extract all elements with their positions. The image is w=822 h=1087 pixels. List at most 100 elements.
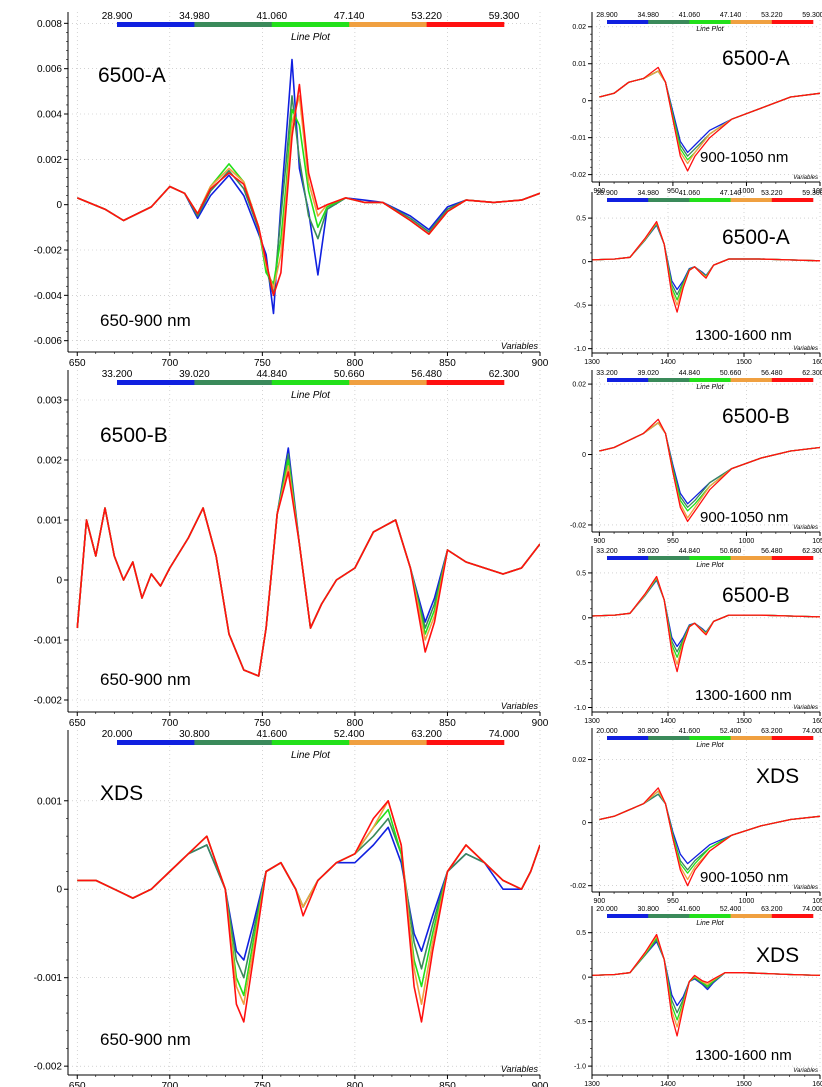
chart-panel-B-nir1: -0.02 0 0.02 900 950 1000 1050 Variables 33.200 3… <box>570 370 822 545</box>
y-tick-label: 0 <box>582 820 586 827</box>
colorbar-segment <box>648 914 690 918</box>
x-tick-label: 700 <box>161 718 178 729</box>
x-tick-label: 1300 <box>584 718 600 725</box>
colorbar-tick-label: 33.200 <box>596 370 618 377</box>
x-tick-label: 1600 <box>812 359 822 366</box>
x-tick-label: 700 <box>161 358 178 369</box>
y-tick-label: 0 <box>582 98 586 105</box>
y-tick-label: 0.006 <box>37 64 62 75</box>
colorbar-tick-label: 52.400 <box>720 906 742 913</box>
y-tick-label: 0.5 <box>576 930 586 937</box>
colorbar-tick-label: 74.000 <box>802 728 822 735</box>
x-tick-label: 750 <box>254 1081 271 1087</box>
y-tick-label: 0.5 <box>576 216 586 223</box>
range-label: 900-1050 nm <box>700 869 788 886</box>
y-tick-label: 0 <box>582 452 586 459</box>
x-tick-label: 1300 <box>584 359 600 366</box>
colorbar-tick-label: 62.300 <box>489 369 520 380</box>
y-tick-label: -0.5 <box>574 303 586 310</box>
colorbar-segment <box>607 20 649 24</box>
colorbar-segment <box>771 914 814 918</box>
colorbar-segment <box>271 22 350 27</box>
x-tick-label: 1500 <box>736 718 752 725</box>
y-tick-label: 0 <box>56 200 62 211</box>
colorbar-segment <box>648 556 690 560</box>
series-line <box>599 418 820 523</box>
y-tick-label: 0 <box>582 975 586 982</box>
y-tick-label: 0.001 <box>37 796 62 807</box>
colorbar-tick-label: 50.660 <box>720 548 742 555</box>
x-tick-label: 900 <box>532 358 549 369</box>
x-tick-label: 1000 <box>739 538 755 545</box>
chart-panel-X-nir1: -0.02 0 0.02 900 950 1000 1050 Variables 20.000 3… <box>570 728 822 905</box>
series-line <box>599 422 820 519</box>
x-tick-label: 650 <box>69 718 86 729</box>
x-tick-label: 1050 <box>812 188 822 195</box>
series-line <box>599 66 820 172</box>
colorbar-tick-label: 74.000 <box>489 729 520 740</box>
x-tick-label: 1600 <box>812 1081 822 1087</box>
chart-title: Line Plot <box>291 390 331 401</box>
colorbar-segment <box>730 378 773 382</box>
x-tick-label: 650 <box>69 358 86 369</box>
x-tick-label: 800 <box>347 1081 364 1087</box>
x-axis-label: Variables <box>793 885 818 891</box>
colorbar-tick-label: 53.220 <box>761 190 783 197</box>
colorbar-tick-label: 30.800 <box>637 906 659 913</box>
colorbar-segment <box>607 556 649 560</box>
series-line <box>76 108 540 285</box>
colorbar-tick-label: 59.300 <box>802 190 822 197</box>
y-tick-label: -0.006 <box>34 336 63 347</box>
colorbar-tick-label: 30.800 <box>637 728 659 735</box>
series-group <box>76 447 540 677</box>
range-label: 650-900 nm <box>100 311 191 330</box>
colorbar-segment <box>426 380 505 385</box>
colorbar-segment <box>194 380 273 385</box>
x-tick-label: 1500 <box>736 359 752 366</box>
x-tick-label: 900 <box>532 1081 549 1087</box>
series-group <box>599 787 820 887</box>
colorbar-segment <box>730 914 773 918</box>
sample-label: 6500-A <box>98 64 166 87</box>
y-tick-label: 0.001 <box>37 516 62 527</box>
x-tick-label: 650 <box>69 1081 86 1087</box>
colorbar-tick-label: 39.020 <box>637 548 659 555</box>
colorbar-tick-label: 50.660 <box>334 369 365 380</box>
colorbar-tick-label: 41.600 <box>257 729 288 740</box>
y-tick-label: 0.02 <box>572 24 586 31</box>
series-group <box>592 575 820 673</box>
series-line <box>599 787 820 887</box>
sample-label: 6500-B <box>722 584 790 607</box>
colorbar-tick-label: 62.300 <box>802 370 822 377</box>
x-tick-label: 800 <box>347 358 364 369</box>
colorbar-tick-label: 74.000 <box>802 906 822 913</box>
x-tick-label: 1050 <box>812 898 822 905</box>
series-line <box>599 70 820 157</box>
y-tick-label: 0.004 <box>37 110 62 121</box>
colorbar-tick-label: 53.220 <box>761 12 783 19</box>
chart-title: Line Plot <box>291 32 331 43</box>
colorbar-segment <box>730 556 773 560</box>
colorbar-segment <box>426 740 505 745</box>
chart-panel-X-nir2: -1.0 -0.5 0 0.5 1300 1400 1500 1600 Variables 20.… <box>574 906 822 1087</box>
series-line <box>599 790 820 881</box>
series-line <box>76 83 540 297</box>
x-tick-label: 1500 <box>736 1081 752 1087</box>
series-line <box>76 459 540 677</box>
x-tick-label: 750 <box>254 718 271 729</box>
colorbar-segment <box>730 20 773 24</box>
x-tick-label: 950 <box>667 188 679 195</box>
y-tick-label: 0.002 <box>37 456 62 467</box>
series-line <box>592 933 820 1037</box>
y-tick-label: 0.5 <box>576 570 586 577</box>
x-axis-label: Variables <box>793 1068 818 1074</box>
y-tick-label: -0.001 <box>34 636 63 647</box>
y-tick-label: -0.004 <box>34 291 63 302</box>
colorbar-tick-label: 52.400 <box>334 729 365 740</box>
colorbar-tick-label: 44.840 <box>257 369 288 380</box>
colorbar-segment <box>117 740 195 745</box>
range-label: 900-1050 nm <box>700 509 788 526</box>
colorbar-tick-label: 56.480 <box>411 369 442 380</box>
series-line <box>76 453 540 677</box>
